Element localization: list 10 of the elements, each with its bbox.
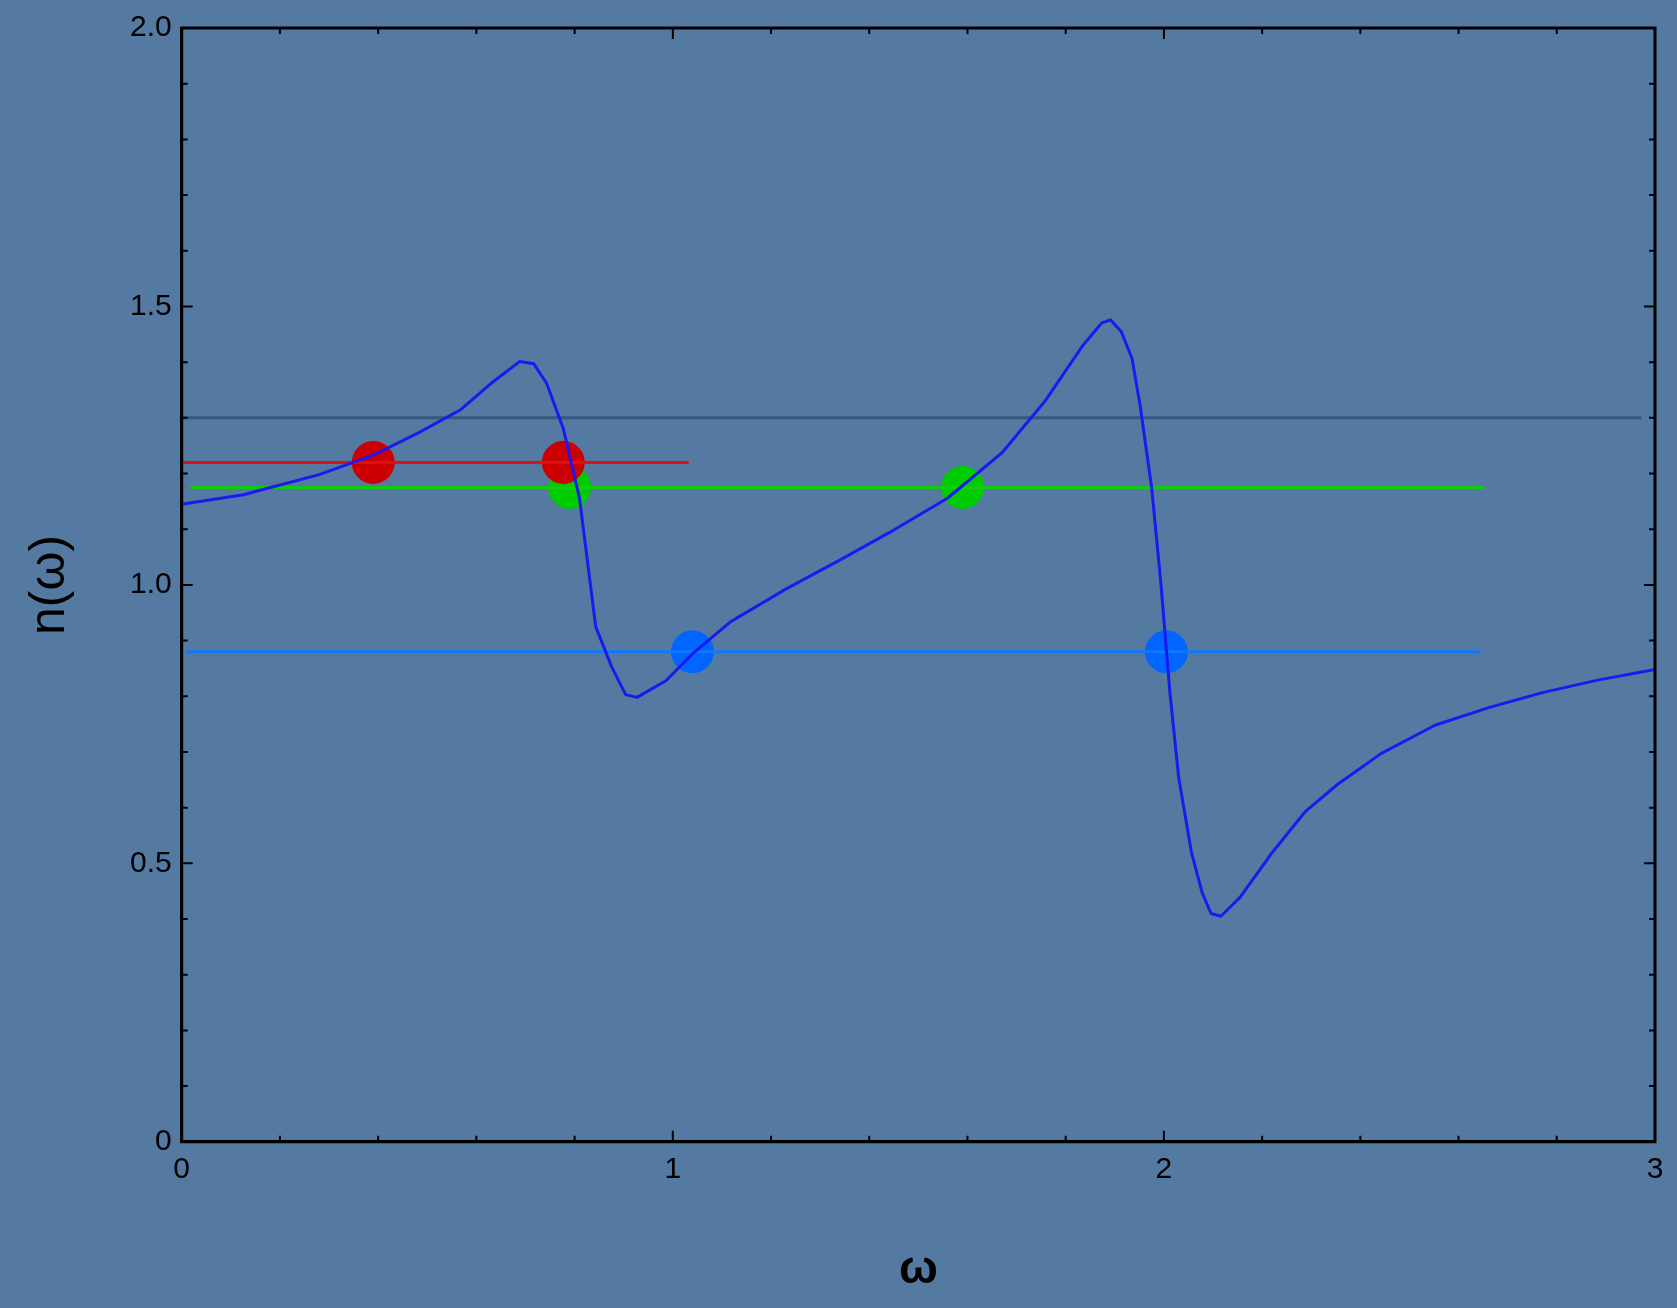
y-tick-label: 2.0 [129,9,172,43]
y-tick-label: 0.5 [129,844,172,878]
x-tick-label: 1 [664,1151,682,1185]
y-tick-label: 1.0 [129,566,172,600]
y-tick-label: 1.5 [129,287,172,321]
x-tick-label: 2 [1155,1151,1173,1185]
x-axis-title: ω [898,1241,938,1294]
y-axis-title: n(ω) [18,534,75,635]
x-tick-label: 3 [1646,1151,1664,1185]
y-tick-label: 0 [155,1123,172,1157]
